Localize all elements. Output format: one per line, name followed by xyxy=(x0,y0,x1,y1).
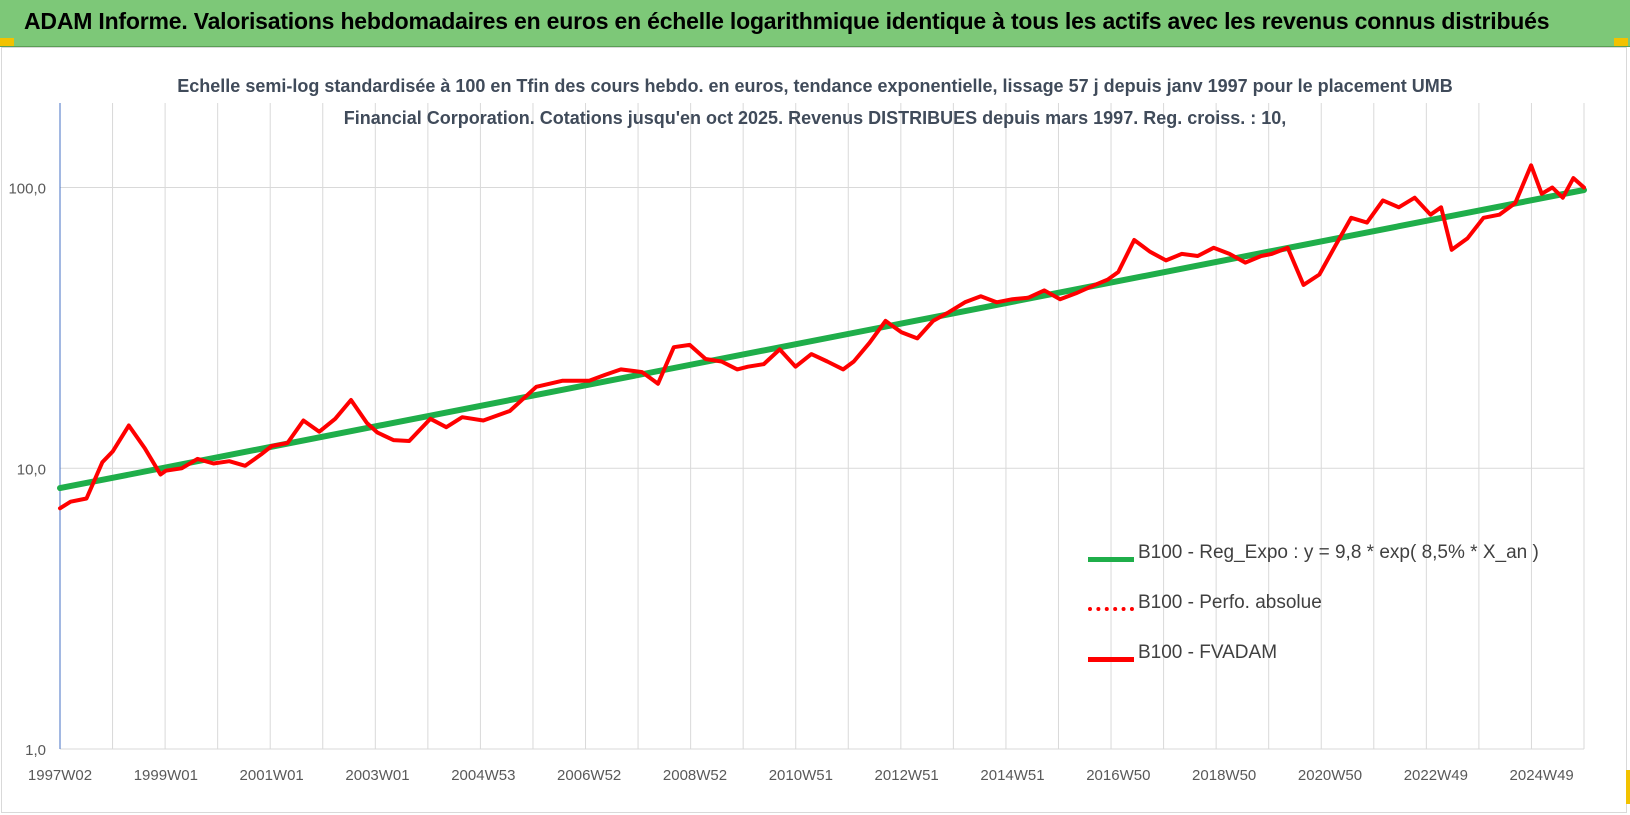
legend-swatch-perfo xyxy=(1088,607,1134,611)
x-tick-label: 2016W50 xyxy=(1086,767,1150,784)
legend-swatch-fvadam xyxy=(1088,657,1134,662)
x-tick-label: 2014W51 xyxy=(980,767,1044,784)
y-tick-label: 1,0 xyxy=(25,742,46,759)
x-tick-label: 1999W01 xyxy=(134,767,198,784)
x-tick-label: 2024W49 xyxy=(1510,767,1574,784)
corner-marker-right xyxy=(1614,38,1628,46)
legend-label-fvadam: B100 - FVADAM xyxy=(1138,642,1278,663)
x-tick-label: 1997W02 xyxy=(28,767,92,784)
x-tick-label: 2006W52 xyxy=(557,767,621,784)
legend-swatch-regression xyxy=(1088,557,1134,562)
x-tick-label: 2003W01 xyxy=(345,767,409,784)
y-tick-label: 100,0 xyxy=(8,181,46,198)
scroll-marker-right xyxy=(1626,770,1630,804)
chart-title: Echelle semi-log standardisée à 100 en T… xyxy=(177,76,1453,128)
x-tick-label: 2001W01 xyxy=(240,767,304,784)
x-tick-label: 2012W51 xyxy=(875,767,939,784)
series-line-regression xyxy=(57,187,1587,492)
header-title: ADAM Informe. Valorisations hebdomadaire… xyxy=(24,8,1550,34)
legend-label-perfo: B100 - Perfo. absolue xyxy=(1138,592,1322,613)
x-tick-label: 2008W52 xyxy=(663,767,727,784)
series-line-fvadam xyxy=(58,163,1586,511)
x-tick-label: 2020W50 xyxy=(1298,767,1362,784)
x-tick-label: 2022W49 xyxy=(1404,767,1468,784)
corner-marker-left xyxy=(0,38,14,46)
chart-frame xyxy=(1,47,1627,813)
header-bar: ADAM Informe. Valorisations hebdomadaire… xyxy=(0,0,1630,47)
x-tick-label: 2010W51 xyxy=(769,767,833,784)
x-tick-label: 2004W53 xyxy=(451,767,515,784)
legend-label-regression: B100 - Reg_Expo : y = 9,8 * exp( 8,5% * … xyxy=(1138,542,1539,563)
y-tick-label: 10,0 xyxy=(17,461,46,478)
x-tick-label: 2018W50 xyxy=(1192,767,1256,784)
